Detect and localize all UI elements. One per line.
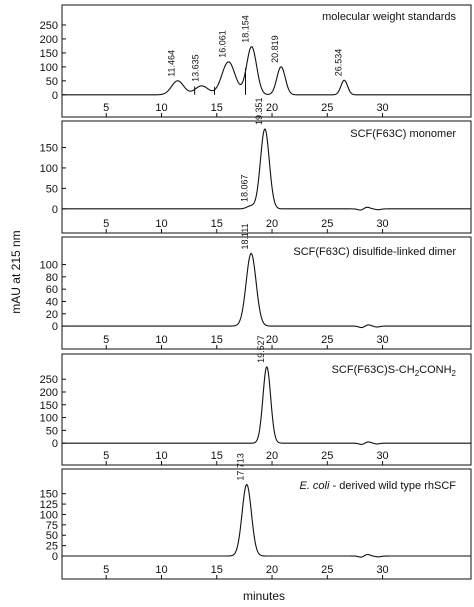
y-tick-label: 100 [40,509,58,521]
chromatogram-trace [62,128,471,211]
panel-frame [61,236,472,350]
x-tick-label: 20 [266,218,278,230]
y-tick-label: 50 [46,183,58,195]
y-tick-label: 25 [46,541,58,553]
peak-label: 19.351 [254,97,264,125]
peak-label: 18.111 [240,223,250,249]
y-tick-label: 40 [46,296,58,308]
x-tick-label: 30 [376,450,388,462]
panel-title: molecular weight standards [322,11,456,23]
x-tick-label: 10 [155,334,167,346]
peak-label: 26.534 [333,49,343,77]
y-axis-title: mAU at 215 nm [9,230,23,313]
chromatogram-panel: 0 50 100 150 5 10 15 20 25 30 18.067 19.351 SCF(F63C… [40,97,472,234]
x-tick-label: 5 [103,450,109,462]
x-tick-label: 5 [103,564,109,576]
x-tick-label: 20 [266,450,278,462]
peak-label: 13.635 [191,54,201,82]
x-tick-label: 15 [211,564,223,576]
x-tick-label: 15 [211,450,223,462]
x-tick-label: 20 [266,102,278,114]
chromatogram-trace [62,484,471,558]
y-tick-label: 0 [52,551,58,563]
panel-frame [61,4,472,118]
y-tick-label: 0 [52,321,58,333]
x-tick-label: 10 [155,450,167,462]
x-tick-label: 25 [321,564,333,576]
y-tick-label: 0 [52,90,58,102]
chromatogram-trace [62,46,471,96]
y-tick-label: 100 [40,163,58,175]
x-axis-title: minutes [243,589,285,603]
x-tick-label: 30 [376,102,388,114]
y-tick-label: 150 [40,489,58,501]
panel-title: E. coli - derived wild type rhSCF [299,480,456,492]
panel-title: SCF(F63C) disulfide-linked dimer [293,246,456,258]
y-tick-label: 100 [40,62,58,74]
peak-label: 19.527 [256,335,266,363]
panel-title: SCF(F63C)S-CH2CONH2 [332,364,457,378]
x-tick-label: 25 [321,334,333,346]
x-tick-label: 30 [376,218,388,230]
x-tick-label: 10 [155,564,167,576]
x-tick-label: 20 [266,564,278,576]
panel-frame [61,468,472,580]
peak-label: 16.061 [218,30,228,58]
chromatogram-panel: 0 50 100 150 200 250 5 10 15 20 25 30 11.464 13.635 16… [40,4,472,118]
y-tick-label: 200 [40,34,58,46]
peak-label: 20.819 [270,35,280,63]
x-tick-label: 30 [376,564,388,576]
chromatogram-trace [62,252,471,329]
x-tick-label: 5 [103,334,109,346]
y-tick-label: 0 [52,438,58,450]
chromatogram-trace [62,366,471,445]
x-tick-label: 10 [155,102,167,114]
y-tick-label: 20 [46,309,58,321]
peak-label: 17.713 [236,453,246,481]
y-tick-label: 150 [40,400,58,412]
peak-label: 11.464 [167,50,177,77]
y-tick-label: 80 [46,272,58,284]
y-tick-label: 150 [40,142,58,154]
y-tick-label: 250 [40,374,58,386]
peak-label: 18.067 [240,174,250,202]
x-tick-label: 25 [321,102,333,114]
panel-frame [61,353,472,466]
y-tick-label: 50 [46,76,58,88]
y-tick-label: 50 [46,530,58,542]
y-tick-label: 150 [40,48,58,60]
y-tick-label: 60 [46,284,58,296]
y-tick-label: 100 [40,413,58,425]
y-tick-label: 100 [40,260,58,272]
y-tick-label: 200 [40,387,58,399]
x-tick-label: 10 [155,218,167,230]
x-tick-label: 15 [211,102,223,114]
panel-frame [61,120,472,234]
y-tick-label: 50 [46,425,58,437]
x-tick-label: 30 [376,334,388,346]
x-tick-label: 15 [211,218,223,230]
x-tick-label: 25 [321,218,333,230]
y-tick-label: 75 [46,520,58,532]
y-tick-label: 125 [40,499,58,511]
x-tick-label: 20 [266,334,278,346]
x-tick-label: 5 [103,102,109,114]
y-tick-label: 250 [40,20,58,32]
peak-label: 18.154 [241,15,251,43]
y-tick-label: 0 [52,204,58,216]
x-tick-label: 15 [211,334,223,346]
x-tick-label: 5 [103,218,109,230]
panel-title: SCF(F63C) monomer [350,128,456,140]
x-tick-label: 25 [321,450,333,462]
